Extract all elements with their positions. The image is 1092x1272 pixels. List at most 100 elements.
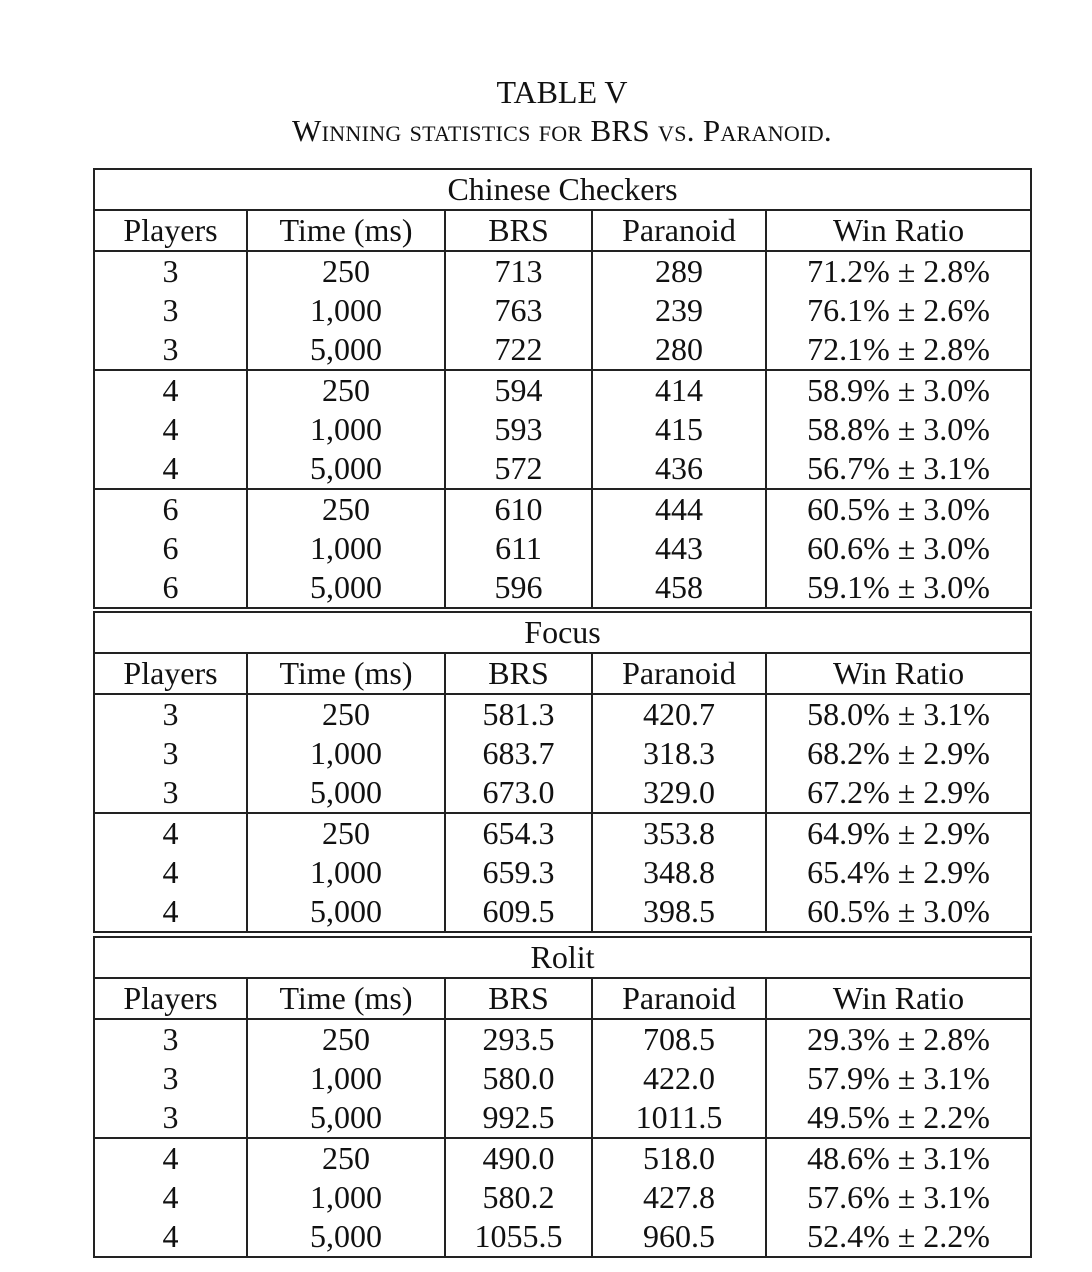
players-cell: 4: [93, 410, 248, 449]
table-row: 3 250 713 289 71.2% ± 2.8%: [93, 251, 1033, 291]
brs-cell: 722: [444, 330, 593, 370]
paranoid-cell: 289: [591, 251, 767, 291]
time-cell: 5,000: [246, 449, 446, 489]
brs-cell: 659.3: [444, 853, 593, 892]
players-cell: 4: [93, 449, 248, 489]
table-label: TABLE V: [496, 74, 628, 110]
players-cell: 3: [93, 1098, 248, 1138]
win-ratio-cell: 60.5% ± 3.0%: [764, 892, 1033, 933]
players-cell: 4: [93, 369, 248, 410]
players-cell: 3: [93, 1019, 248, 1059]
brs-cell: 713: [444, 251, 593, 291]
players-cell: 4: [93, 1217, 248, 1258]
brs-header: BRS: [444, 653, 593, 695]
players-cell: 4: [93, 1137, 248, 1178]
brs-cell: 609.5: [444, 892, 593, 933]
table-row: 3 1,000 580.0 422.0 57.9% ± 3.1%: [93, 1059, 1032, 1098]
players-cell: 3: [93, 330, 248, 370]
players-cell: 6: [93, 488, 248, 529]
brs-cell: 683.7: [444, 734, 593, 773]
brs-cell: 580.2: [444, 1178, 593, 1217]
paranoid-cell: 960.5: [591, 1217, 767, 1258]
brs-header: BRS: [444, 978, 593, 1020]
paranoid-cell: 422.0: [591, 1059, 767, 1098]
paranoid-cell: 518.0: [591, 1137, 767, 1178]
table-row: 4 1,000 659.3 348.8 65.4% ± 2.9%: [93, 853, 1033, 892]
game-title: Chinese Checkers: [92, 168, 1033, 211]
brs-cell: 596: [444, 568, 593, 609]
win-ratio-cell: 57.6% ± 3.1%: [765, 1178, 1032, 1217]
table-row: 4 250 654.3 353.8 64.9% ± 2.9%: [93, 812, 1033, 853]
time-header: Time (ms): [246, 978, 446, 1020]
stats-table: Focus Players Time (ms) BRS Paranoid Win Rati…: [92, 611, 1033, 933]
game-title: Rolit: [93, 936, 1032, 979]
players-header: Players: [93, 210, 248, 252]
brs-cell: 654.3: [444, 812, 593, 853]
paranoid-cell: 318.3: [591, 734, 767, 773]
players-cell: 4: [93, 853, 248, 892]
paranoid-cell: 427.8: [591, 1178, 767, 1217]
paranoid-header: Paranoid: [591, 653, 767, 695]
table-row: 4 5,000 1055.5 960.5 52.4% ± 2.2%: [93, 1217, 1032, 1258]
brs-cell: 1055.5: [444, 1217, 593, 1258]
time-header: Time (ms): [246, 653, 446, 695]
time-cell: 1,000: [246, 853, 446, 892]
table-row: 4 1,000 580.2 427.8 57.6% ± 3.1%: [93, 1178, 1032, 1217]
players-cell: 4: [93, 892, 248, 933]
paranoid-cell: 436: [591, 449, 767, 489]
paranoid-cell: 348.8: [591, 853, 767, 892]
time-cell: 5,000: [246, 892, 446, 933]
win-ratio-cell: 76.1% ± 2.6%: [764, 291, 1033, 330]
paranoid-cell: 353.8: [591, 812, 767, 853]
paranoid-cell: 280: [591, 330, 767, 370]
time-cell: 250: [246, 1137, 446, 1178]
table-row: 3 5,000 992.5 1011.5 49.5% ± 2.2%: [93, 1098, 1032, 1138]
win-ratio-cell: 58.8% ± 3.0%: [764, 410, 1033, 449]
brs-cell: 581.3: [444, 694, 593, 734]
game-title: Focus: [92, 611, 1033, 654]
players-cell: 3: [93, 291, 248, 330]
table-row: 6 5,000 596 458 59.1% ± 3.0%: [93, 568, 1033, 609]
table-caption: Winning statistics for BRS vs. Paranoid.: [292, 113, 832, 148]
brs-cell: 293.5: [444, 1019, 593, 1059]
win-ratio-cell: 52.4% ± 2.2%: [765, 1217, 1032, 1258]
table-row: 4 250 490.0 518.0 48.6% ± 3.1%: [93, 1137, 1032, 1178]
win-ratio-header: Win Ratio: [765, 978, 1032, 1020]
players-cell: 4: [93, 812, 248, 853]
win-ratio-cell: 72.1% ± 2.8%: [764, 330, 1033, 370]
table-row: 3 250 293.5 708.5 29.3% ± 2.8%: [93, 1019, 1032, 1059]
players-cell: 4: [93, 1178, 248, 1217]
time-cell: 5,000: [246, 1217, 446, 1258]
win-ratio-cell: 29.3% ± 2.8%: [765, 1019, 1032, 1059]
paranoid-cell: 420.7: [591, 694, 767, 734]
paranoid-header: Paranoid: [591, 210, 767, 252]
time-cell: 5,000: [246, 773, 446, 813]
time-cell: 250: [246, 251, 446, 291]
paranoid-cell: 329.0: [591, 773, 767, 813]
time-cell: 250: [246, 694, 446, 734]
table-row: 4 1,000 593 415 58.8% ± 3.0%: [93, 410, 1033, 449]
time-cell: 250: [246, 1019, 446, 1059]
win-ratio-cell: 49.5% ± 2.2%: [765, 1098, 1032, 1138]
brs-cell: 490.0: [444, 1137, 593, 1178]
brs-cell: 610: [444, 488, 593, 529]
win-ratio-cell: 58.9% ± 3.0%: [764, 369, 1033, 410]
win-ratio-cell: 48.6% ± 3.1%: [765, 1137, 1032, 1178]
brs-cell: 673.0: [444, 773, 593, 813]
table-section-chinese-checkers: Chinese Checkers Players Time (ms) BRS Paran…: [92, 168, 1033, 609]
time-cell: 250: [246, 369, 446, 410]
table-section-rolit: Rolit Players Time (ms) BRS Paranoid Win Rati…: [93, 936, 1032, 1258]
table-row: 3 5,000 673.0 329.0 67.2% ± 2.9%: [93, 773, 1033, 813]
time-cell: 5,000: [246, 1098, 446, 1138]
players-cell: 3: [93, 1059, 248, 1098]
table-row: 4 250 594 414 58.9% ± 3.0%: [93, 369, 1033, 410]
win-ratio-cell: 64.9% ± 2.9%: [764, 812, 1033, 853]
paranoid-cell: 458: [591, 568, 767, 609]
table-section-focus: Focus Players Time (ms) BRS Paranoid Win Rati…: [92, 611, 1033, 933]
win-ratio-cell: 58.0% ± 3.1%: [764, 694, 1033, 734]
time-cell: 250: [246, 812, 446, 853]
time-cell: 1,000: [246, 1059, 446, 1098]
paranoid-cell: 239: [591, 291, 767, 330]
table-row: 3 250 581.3 420.7 58.0% ± 3.1%: [93, 694, 1033, 734]
players-header: Players: [93, 978, 248, 1020]
